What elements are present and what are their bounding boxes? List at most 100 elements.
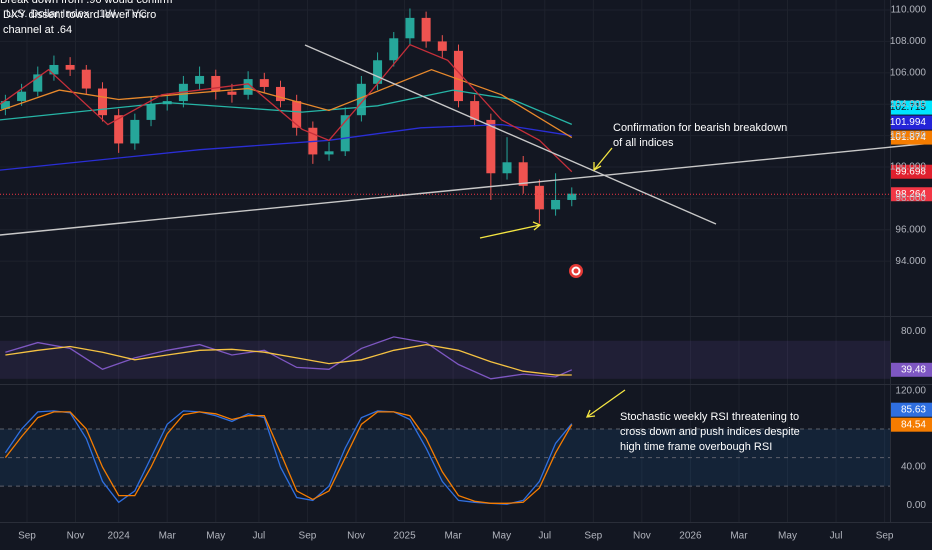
price-badge-label: 98.264 [895,189,926,200]
x-tick-label: Sep [584,531,602,542]
candle-body [405,17,415,39]
annotation-line: high time frame overbough RSI [620,441,772,453]
trendline [0,142,932,236]
price-badge-label: 84.54 [901,419,926,430]
annotation-line: DXY dissent toward lower mcro [0,9,156,21]
candle-body [49,64,59,75]
series-line [4,411,573,504]
y-tick-label: 100.000 [890,162,927,173]
x-tick-label: Jul [538,531,551,542]
candle-body [97,88,107,116]
candle-body [437,41,447,51]
candle-body [534,185,544,210]
candle-body [114,115,124,144]
price-badge [891,130,932,145]
candle-body [259,79,269,87]
badge-layer: 98.264 99.698 101.874 101.994 102.715 39.48 84… [890,100,932,432]
x-tick-label: Mar [730,531,748,542]
x-tick-label: May [778,531,797,542]
series-line [0,43,573,173]
y-tick-label: 96.000 [895,224,926,235]
candle-body [324,151,334,155]
y-tick-label: 106.000 [890,67,927,78]
y-tick-label: 120.00 [895,386,926,397]
candle-body [243,79,253,95]
price-badge [891,402,932,417]
x-tick-label: May [206,531,225,542]
candle-body [340,115,350,152]
x-tick-label: Mar [159,531,177,542]
candle-body [227,91,237,95]
price-badge-label: 102.715 [890,102,927,113]
price-badge [891,115,932,130]
band [0,340,890,379]
price-badge [891,164,932,179]
x-tick-label: 2024 [108,531,131,542]
candle-body [567,193,577,200]
grid-layer [0,0,890,522]
candle-body [389,38,399,61]
series-line [4,410,573,505]
x-tick-label: 2025 [393,531,416,542]
price-badge-label: 99.698 [895,166,926,177]
candle-body [0,101,10,109]
candle-body [65,64,75,70]
candle-body [130,119,140,144]
x-tick-label: 2026 [679,531,702,542]
x-tick-label: Sep [876,531,894,542]
arrow [593,147,613,172]
annotation: Confirmation for bearish breakdown of all… [613,122,787,149]
x-tick-label: Jul [253,531,266,542]
y-tick-label: 110.000 [891,5,927,16]
arrow [479,221,542,239]
y-tick-label: 94.000 [895,256,926,267]
annotation-line: of all indices [613,137,674,149]
price-badge [891,362,932,377]
x-tick-label: Mar [444,531,462,542]
chart-title: U.S. Dollar Index · 1W · TVC [6,8,147,20]
annotation: Break down from .96 would confirm DXY di… [0,0,172,36]
candle-body [356,83,366,116]
candle-body [17,91,27,102]
candle-body [551,199,561,210]
candle-body [518,162,528,186]
price-badge [891,187,932,202]
candle-body [502,162,512,174]
candle-body [146,104,156,120]
price-badge-label: 101.874 [890,132,927,143]
x-tick-label: Jul [830,531,843,542]
y-tick-label: 102.000 [890,130,927,141]
y-tick-label: 40.00 [901,462,926,473]
annotation: Stochastic weekly RSI threatening to cros… [620,411,800,453]
candle-body [470,101,480,120]
y-tick-label: 104.000 [890,99,927,110]
annotation-line: cross down and push indices despite [620,426,800,438]
annotation-line: Confirmation for bearish breakdown [613,122,787,134]
candle-body [486,119,496,174]
candle-body [211,75,221,92]
price-badge-label: 85.63 [901,404,926,415]
series-line [5,343,572,376]
y-tick-label: 108.000 [890,36,927,47]
series-line [5,336,573,380]
annotation-line: Stochastic weekly RSI threatening to [620,411,799,423]
candle-body [275,86,285,102]
y-tick-label: 98.000 [895,193,926,204]
annotation-line: channel at .64 [0,24,72,36]
price-badge [891,100,932,115]
x-tick-label: Sep [299,531,317,542]
candle-body [373,60,383,84]
x-tick-label: Nov [633,531,651,542]
candle-body [453,50,463,102]
candle-body [421,17,431,42]
trendline [304,44,717,225]
arrow [585,389,626,418]
candle-body [195,75,205,84]
y-tick-label: 0.00 [907,500,927,511]
series-line [0,89,573,125]
annotation-line: Break down from .96 would confirm [0,0,172,6]
x-tick-label: Nov [347,531,365,542]
candle-body [292,101,302,128]
